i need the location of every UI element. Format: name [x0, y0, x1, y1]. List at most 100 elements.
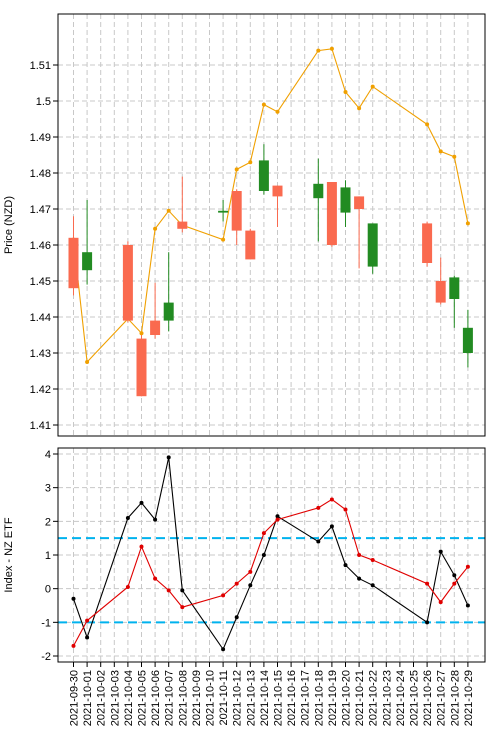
index-line-point — [465, 221, 470, 226]
index-line-point — [85, 360, 90, 364]
index-panel-frame — [57, 447, 486, 663]
series-point — [425, 581, 430, 586]
series-point — [370, 583, 375, 588]
series-point — [452, 573, 457, 578]
series-point — [261, 531, 266, 536]
candle-body — [122, 245, 133, 321]
y-tick-label: -2 — [41, 651, 51, 663]
series-point — [343, 563, 348, 568]
series-point — [85, 635, 90, 640]
x-tick-label: 2021-10-02 — [96, 670, 108, 726]
price-y-axis: 1.411.421.431.441.451.461.471.481.491.51… — [30, 60, 58, 432]
x-tick-label: 2021-10-28 — [449, 670, 461, 726]
candle-body — [272, 185, 283, 197]
index-line-point — [370, 84, 375, 89]
y-tick-label: 2 — [45, 516, 51, 528]
series-point — [357, 553, 362, 557]
index-y-axis-label: Index - NZ ETF — [3, 517, 15, 592]
series-point — [221, 593, 226, 598]
index-line-point — [234, 167, 239, 172]
x-tick-label: 2021-10-19 — [327, 670, 339, 726]
x-tick-label: 2021-10-10 — [205, 670, 217, 726]
candle-body — [258, 160, 269, 191]
series-point — [465, 564, 470, 569]
x-tick-label: 2021-10-26 — [422, 670, 434, 726]
series-point — [234, 615, 239, 620]
index-panel: -2 -1 0 1 2 3 4 2021-09-30 2021-10-01 2021-10-02… — [3, 447, 486, 726]
index-horizontal-grid — [58, 453, 485, 657]
candle-body — [68, 237, 79, 289]
series-point — [139, 500, 144, 505]
candle-body — [245, 230, 256, 260]
series-point — [166, 455, 171, 460]
series-point — [316, 539, 321, 544]
series-point — [153, 517, 158, 522]
y-tick-label: 1.44 — [30, 312, 51, 324]
y-tick-label: 1.43 — [30, 348, 51, 360]
candle-body — [136, 338, 147, 397]
x-tick-label: 2021-09-30 — [69, 670, 81, 726]
series-point — [370, 558, 375, 563]
index-line-series — [71, 46, 470, 364]
x-tick-label: 2021-10-11 — [218, 670, 230, 725]
series-point — [438, 549, 443, 554]
series-point — [125, 584, 130, 589]
y-tick-label: 4 — [45, 449, 51, 461]
x-tick-label: 2021-10-29 — [463, 670, 475, 726]
series-point — [180, 605, 185, 610]
candle-body — [218, 210, 229, 213]
candle-body — [163, 302, 174, 321]
series-point — [329, 524, 334, 529]
x-tick-label: 2021-10-16 — [286, 670, 298, 726]
index-line-point — [357, 106, 362, 111]
x-tick-label: 2021-10-14 — [259, 670, 271, 726]
candle-body — [367, 223, 378, 267]
y-tick-label: 1.51 — [30, 60, 51, 72]
series-point — [153, 576, 158, 581]
index-line-point — [329, 46, 334, 51]
y-tick-label: 1.49 — [30, 132, 51, 144]
index-series — [71, 455, 470, 652]
index-y-axis: -2 -1 0 1 2 3 4 — [41, 449, 58, 663]
date-x-axis: 2021-09-30 2021-10-01 2021-10-02 2021-10-03… — [69, 662, 475, 726]
x-tick-label: 2021-10-17 — [300, 670, 312, 726]
index-line-point — [166, 208, 171, 213]
y-tick-label: 1.48 — [30, 168, 51, 180]
series-point — [316, 505, 321, 510]
candle-body — [435, 281, 446, 303]
series-point — [357, 576, 362, 581]
y-tick-label: 1.46 — [30, 240, 51, 252]
y-tick-label: 1.42 — [30, 384, 51, 396]
candle-body — [449, 277, 460, 299]
index-line-point — [139, 331, 144, 336]
index-line-point — [275, 109, 280, 114]
y-tick-label: 1.41 — [30, 420, 51, 432]
x-tick-label: 2021-10-23 — [381, 670, 393, 726]
price-grid — [73, 14, 469, 436]
x-tick-label: 2021-10-21 — [354, 670, 366, 726]
series-point — [180, 588, 185, 593]
y-tick-label: 1 — [45, 550, 51, 562]
candle-body — [422, 223, 433, 263]
index-line-point — [316, 48, 321, 53]
series-point — [221, 647, 226, 652]
price-panel: 1.411.421.431.441.451.461.471.481.491.51… — [3, 13, 486, 437]
x-tick-label: 2021-10-04 — [123, 670, 135, 726]
series-point — [329, 497, 334, 502]
x-tick-label: 2021-10-12 — [232, 670, 244, 726]
index-line-point — [248, 160, 253, 165]
price-panel-frame — [57, 13, 486, 437]
x-tick-label: 2021-10-08 — [177, 670, 189, 726]
series-point — [425, 620, 430, 625]
series-point — [465, 603, 470, 608]
series-point — [452, 581, 457, 586]
index-line-point — [221, 237, 226, 242]
series-point — [125, 515, 130, 520]
x-tick-label: 2021-10-06 — [150, 670, 162, 726]
series-point — [343, 507, 348, 512]
series-point — [139, 544, 144, 549]
candle-body — [82, 252, 93, 271]
candle-body — [354, 196, 365, 209]
